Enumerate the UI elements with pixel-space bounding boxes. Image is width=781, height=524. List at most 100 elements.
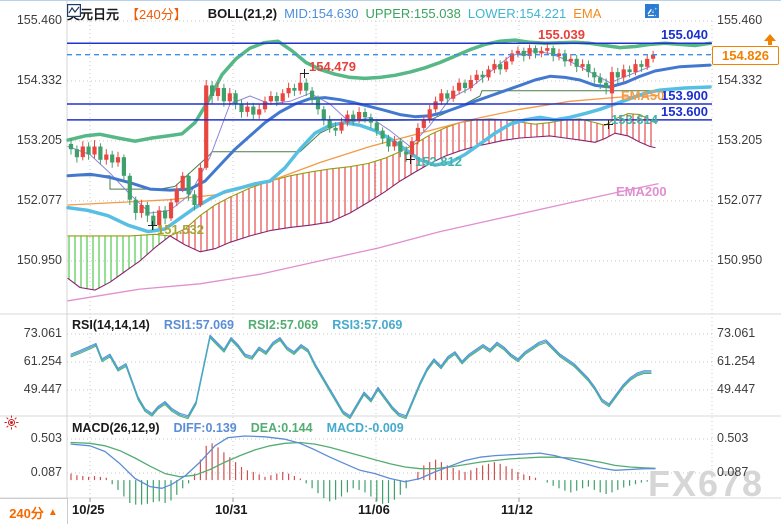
candle-body [163,210,168,219]
ema-label[interactable]: EMA [573,5,602,21]
rsi-name[interactable]: RSI(14,14,14) [72,318,150,332]
price-annotation: 154.479 [309,59,356,74]
candle-body [210,85,215,96]
candle-body [286,88,291,94]
crosshair-mark [300,69,309,78]
price-axis-label-left: 153.205 [16,132,62,147]
candle-body [333,127,338,131]
candle-body [527,48,532,57]
candle-body [198,167,203,205]
boll-lower-value: LOWER:154.221 [467,5,567,21]
candle-body [539,50,544,54]
candle-body [104,154,109,160]
candle-body [521,50,526,57]
export-icon[interactable] [645,4,710,18]
candle-body [427,109,432,120]
candle-body [492,64,497,70]
candle-body [545,48,550,51]
candle-body [404,151,409,155]
date-label: 10/25 [72,502,105,517]
rsi2-line [70,337,652,420]
candle-body [486,69,491,78]
candle-body [604,82,609,88]
candle-body [121,157,126,176]
candle-body [551,48,556,57]
rsi-axis-label-left: 73.061 [23,326,62,340]
rsi-axis-label-right: 73.061 [717,326,756,340]
last-price-value: 154.826 [722,48,769,63]
macd-axis-label-left: 0.087 [30,464,62,479]
last-price-badge: 154.826 [712,46,779,65]
candle-body [145,205,150,216]
candle-body [139,205,144,213]
boll-label[interactable]: BOLL(21,2) [207,5,278,21]
candle-body [392,141,397,147]
rsi-axis-label-right: 49.447 [717,382,756,396]
macd-dea-value: DEA:0.144 [250,421,313,435]
indicator-chart-icon[interactable] [645,4,693,18]
price-axis-label-right: 155.460 [717,13,763,27]
timeframe-text: 240分 [9,505,44,521]
boll-upper-value: UPPER:155.038 [365,5,461,21]
crosshair-mark [148,221,157,230]
candle-body [433,101,438,110]
macd-histogram [70,443,654,505]
price-axis-label-left: 154.332 [16,72,62,87]
candle-body [639,64,644,67]
candle-body [115,157,121,163]
candle-body [321,109,326,120]
candle-body [133,199,138,213]
price-axis-label-right: 153.205 [717,132,763,147]
rsi1-line [70,334,652,417]
cloud-top-line [67,113,656,237]
candle-body [157,210,162,226]
crosshair-mark [604,120,613,129]
price-axis-label-left: 152.077 [16,192,62,207]
candle-body [304,82,309,91]
price-axis-label-left: 155.460 [16,13,62,27]
candle-body [68,143,74,150]
candle-body [533,48,538,54]
candle-body [74,149,79,158]
date-label: 11/12 [501,502,533,517]
candle-body [204,85,209,168]
candle-body [127,175,132,200]
candle-body [180,175,185,190]
rsi1-value: RSI1:57.069 [163,318,235,332]
candles-layer [68,43,656,230]
macd-axis-label-left: 0.503 [30,431,62,445]
rsi-axis-label-right: 61.254 [717,354,756,368]
candle-body [168,202,174,219]
candle-body [645,58,650,67]
candle-body [586,64,591,73]
candle-body [445,93,450,99]
ema50-line [67,94,659,206]
candle-body [292,88,297,91]
candle-body [310,90,315,99]
bear-cloud [170,113,655,252]
candle-body [462,82,468,88]
triangle-up-icon: ▲ [47,506,58,518]
candle-body [627,69,632,73]
candle-body [298,82,303,91]
candle-body [498,64,503,70]
rsi-pane-header: RSI(14,14,14) RSI1:57.069 RSI2:57.069 RSI3:… [72,318,416,332]
candle-body [409,141,415,155]
macd-diff-line [70,435,656,489]
timeframe-selector[interactable]: 240分 ▲ [0,498,68,524]
chart-header: 美元日元 【240分】 BOLL(21,2) MID:154.630 UPPER… [67,4,601,22]
date-label: 10/31 [215,502,248,517]
macd-name[interactable]: MACD(26,12,9) [72,421,160,435]
macd-value: MACD:-0.009 [326,421,404,435]
candle-body [615,72,620,78]
candle-body [233,93,238,104]
price-annotation: 155.039 [538,27,585,42]
candle-body [345,114,350,123]
candle-body [280,93,285,102]
candle-body [386,138,391,147]
price-axis-label-right: 152.077 [717,192,763,207]
candle-body [362,112,368,118]
timeframe-label[interactable]: 【240分】 [126,6,187,22]
axis-scale-icon[interactable] [645,4,676,18]
candle-body [580,64,585,67]
